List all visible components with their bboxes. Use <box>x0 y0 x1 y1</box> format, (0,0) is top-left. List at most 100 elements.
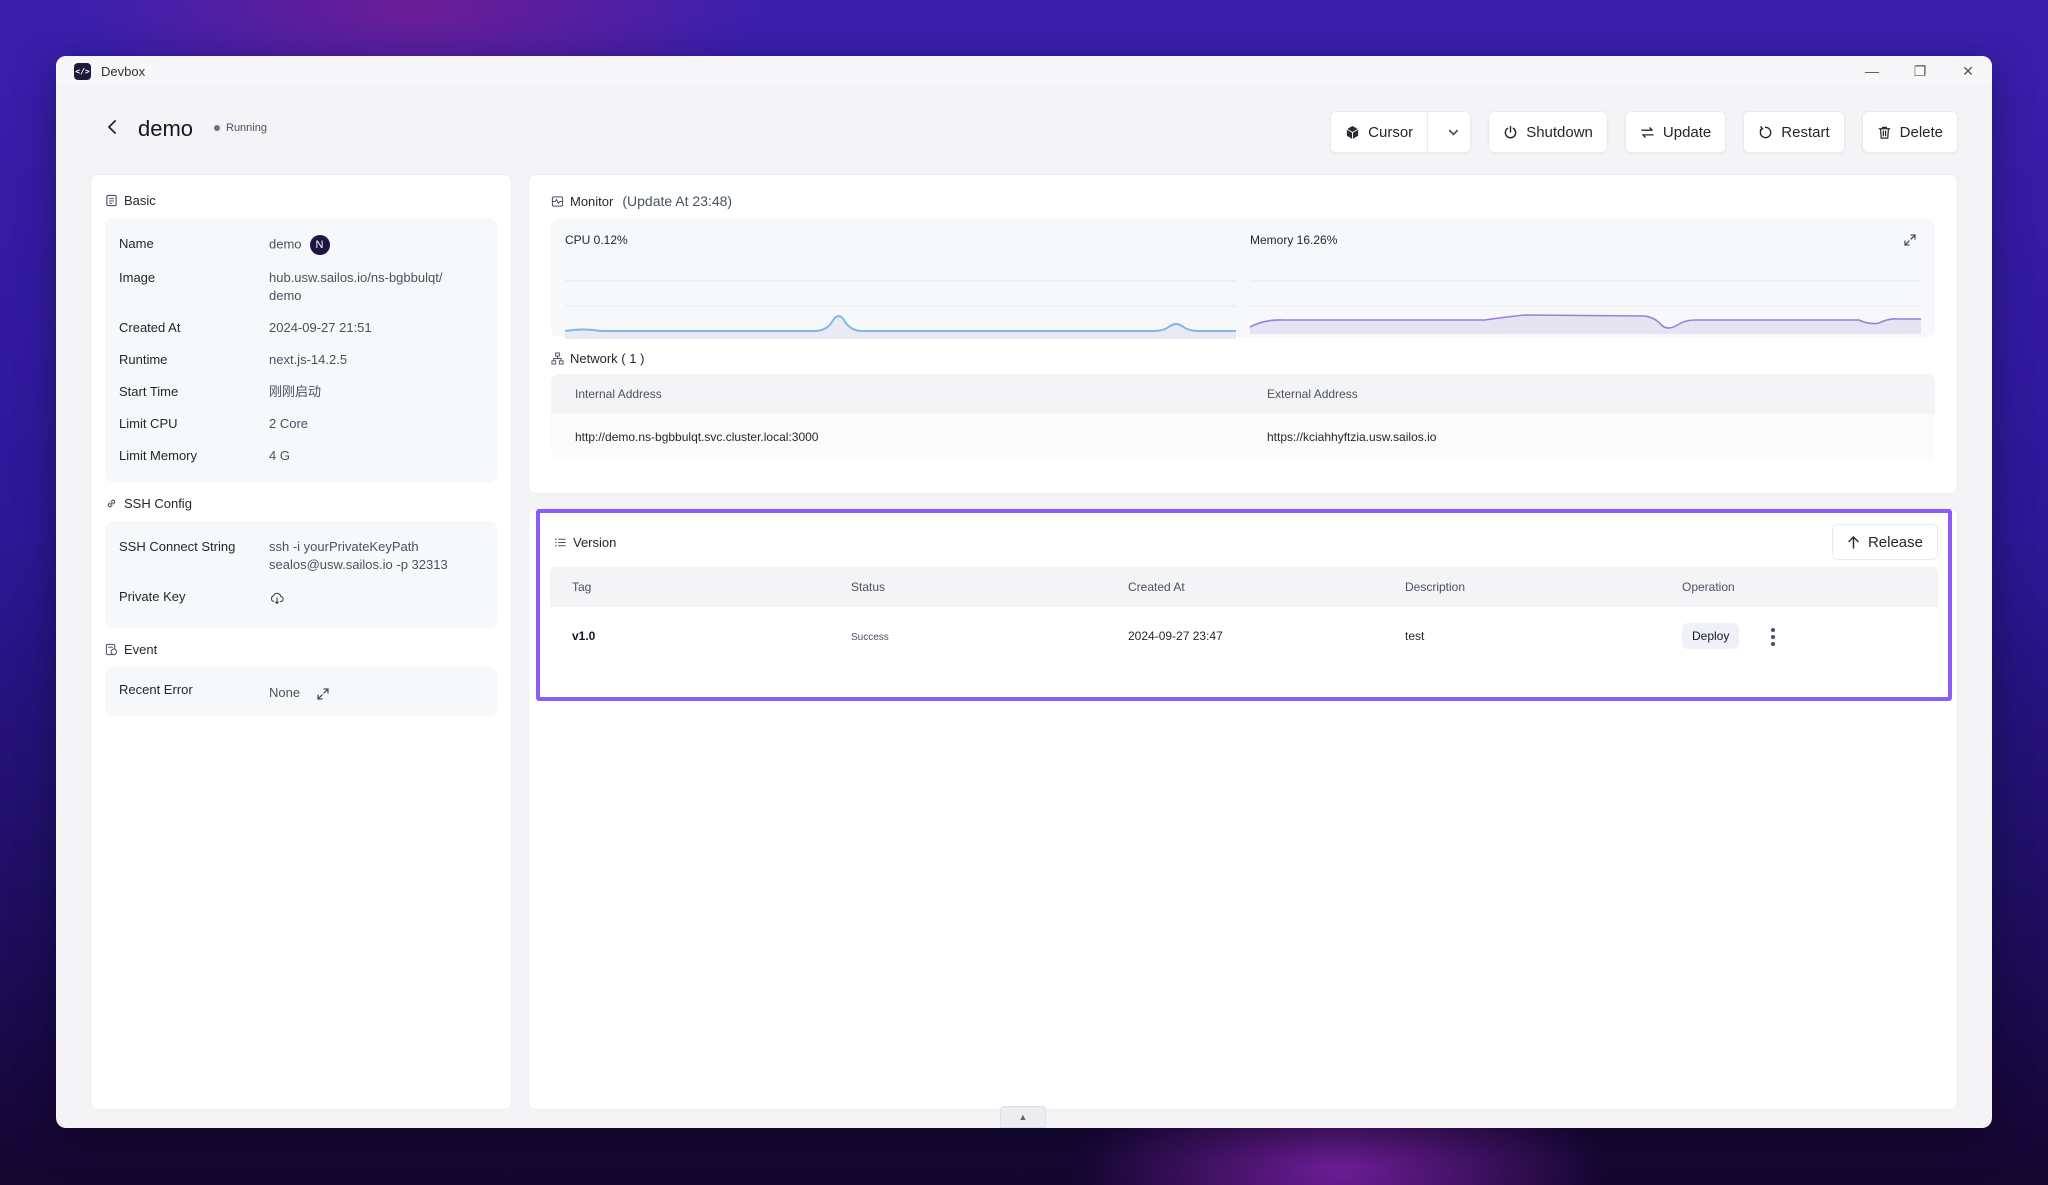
status-text: Running <box>226 122 267 134</box>
status-badge: Running <box>214 122 267 134</box>
event-calendar-icon <box>105 643 118 656</box>
list-icon <box>555 538 566 546</box>
recent-error-value-wrap: None <box>269 681 483 702</box>
info-label: Recent Error <box>119 682 193 697</box>
app-logo-icon: </> <box>74 62 91 80</box>
basic-section-title: Basic <box>105 193 497 208</box>
network-title: Network ( 1 ) <box>570 351 645 366</box>
version-description: test <box>1405 629 1425 643</box>
close-button[interactable]: ✕ <box>1962 62 1974 79</box>
column-header-internal: Internal Address <box>575 387 662 401</box>
monitor-network-panel: Monitor (Update At 23:48) CPU 0.12% Memo… <box>528 174 1958 494</box>
basic-title: Basic <box>124 193 156 208</box>
table-row: v1.0 Success 2024-09-27 23:47 test Deplo… <box>550 607 1938 665</box>
info-value: demo N <box>269 235 483 255</box>
ssh-connect-line1: ssh -i yourPrivateKeyPath <box>269 539 419 554</box>
version-title: Version <box>573 534 617 550</box>
internal-address[interactable]: http://demo.ns-bgbbulqt.svc.cluster.loca… <box>575 430 819 444</box>
column-header-operation: Operation <box>1682 580 1735 594</box>
swap-arrows-icon <box>1641 126 1654 138</box>
cpu-sparkline <box>565 280 1236 339</box>
memory-sparkline <box>1250 280 1921 334</box>
start-time-value: 刚刚启动 <box>269 384 322 399</box>
shutdown-label: Shutdown <box>1526 123 1593 141</box>
image-value: hub.usw.sailos.io/ns-bgbbulqt/ demo <box>269 270 443 303</box>
info-row-created-at: Created At 2024-09-27 21:51 <box>119 312 483 344</box>
info-row-limit-memory: Limit Memory 4 G <box>119 440 483 472</box>
bottom-drawer-handle[interactable]: ▲ <box>1000 1106 1046 1128</box>
devbox-window: </> Devbox — ❐ ✕ demo Running Cursor <box>56 56 1992 1128</box>
details-panel: Basic Name demo N Image hub.usw.sailos.io… <box>90 174 512 1110</box>
release-label: Release <box>1867 533 1923 551</box>
page-header: demo Running Cursor Shutdown Updat <box>56 86 1992 172</box>
update-button[interactable]: Update <box>1624 111 1727 153</box>
ssh-connect-value[interactable]: ssh -i yourPrivateKeyPath sealos@usw.sai… <box>269 538 483 574</box>
event-info-box: Recent Error None <box>105 667 497 716</box>
version-header: Version Release <box>550 524 1938 560</box>
restore-button[interactable]: ❐ <box>1913 62 1927 79</box>
info-row-ssh-connect: SSH Connect String ssh -i yourPrivateKey… <box>119 531 483 581</box>
info-label: Private Key <box>119 589 186 604</box>
header-actions: Cursor Shutdown Update Restart Delete <box>1330 111 1958 153</box>
version-table: Tag Status Created At Description Operat… <box>550 567 1938 665</box>
column-header-description: Description <box>1405 580 1466 594</box>
memory-chart: Memory 16.26% <box>1250 233 1921 337</box>
power-icon <box>1504 125 1517 138</box>
table-row: http://demo.ns-bgbbulqt.svc.cluster.loca… <box>551 414 1935 460</box>
event-section-title: Event <box>105 642 497 657</box>
version-table-header: Tag Status Created At Description Operat… <box>550 567 1938 607</box>
network-section-title: Network ( 1 ) <box>551 351 1935 366</box>
deploy-button[interactable]: Deploy <box>1682 623 1740 649</box>
monitor-section-title: Monitor (Update At 23:48) <box>551 193 1935 209</box>
version-operations: Deploy <box>1658 623 1935 649</box>
window-title: Devbox <box>101 63 146 79</box>
document-icon <box>106 194 117 207</box>
ide-dropdown-button[interactable] <box>1436 112 1470 152</box>
minimize-button[interactable]: — <box>1865 63 1879 79</box>
release-button[interactable]: Release <box>1831 524 1938 560</box>
monitor-chart-icon <box>551 195 564 207</box>
ssh-info-box: SSH Connect String ssh -i yourPrivateKey… <box>105 521 497 628</box>
info-label: Start Time <box>119 384 179 399</box>
back-button[interactable] <box>100 115 124 139</box>
info-row-private-key: Private Key <box>119 581 483 618</box>
info-row-image: Image hub.usw.sailos.io/ns-bgbbulqt/ dem… <box>119 262 483 312</box>
column-header-status: Status <box>851 580 886 594</box>
version-section-highlight: Version Release Tag Status Created At De… <box>536 509 1952 701</box>
restart-button[interactable]: Restart <box>1743 111 1845 153</box>
monitor-title: Monitor <box>570 193 614 209</box>
version-created-at: 2024-09-27 23:47 <box>1128 629 1223 643</box>
update-label: Update <box>1662 123 1712 141</box>
ssh-title: SSH Config <box>124 496 192 511</box>
info-label: SSH Connect String <box>119 539 236 554</box>
private-key-download-button[interactable] <box>269 588 483 611</box>
title-bar: </> Devbox — ❐ ✕ <box>56 56 1992 86</box>
more-options-icon[interactable] <box>1770 627 1775 646</box>
delete-button[interactable]: Delete <box>1861 111 1958 153</box>
recent-error-value: None <box>269 685 301 700</box>
version-status: Success <box>851 632 889 643</box>
cursor-button-group: Cursor <box>1330 111 1472 153</box>
shutdown-button[interactable]: Shutdown <box>1488 111 1608 153</box>
delete-label: Delete <box>1899 123 1943 141</box>
info-row-recent-error: Recent Error None <box>119 681 483 702</box>
info-label: Image <box>119 270 156 285</box>
info-row-limit-cpu: Limit CPU 2 Core <box>119 408 483 440</box>
info-label: Runtime <box>119 352 168 367</box>
external-address-link[interactable]: https://kciahhyftzia.usw.sailos.io <box>1267 430 1437 444</box>
expand-icon[interactable] <box>316 687 330 701</box>
nextjs-runtime-icon: N <box>309 235 330 255</box>
info-row-start-time: Start Time 刚刚启动 <box>119 376 483 408</box>
version-tag: v1.0 <box>572 629 596 643</box>
network-icon <box>551 352 564 365</box>
column-header-tag: Tag <box>572 580 592 594</box>
monitor-charts[interactable]: CPU 0.12% Memory 16.26% <box>551 219 1935 339</box>
open-in-cursor-button[interactable]: Cursor <box>1331 112 1429 152</box>
created-at-value: 2024-09-27 21:51 <box>269 320 372 335</box>
network-table-header: Internal Address External Address <box>551 374 1935 414</box>
version-section-title: Version <box>554 535 616 550</box>
info-row-runtime: Runtime next.js-14.2.5 <box>119 344 483 376</box>
arrow-up-icon <box>1848 536 1859 549</box>
cursor-ide-icon <box>1346 125 1359 139</box>
expand-monitor-icon[interactable] <box>1903 233 1917 247</box>
